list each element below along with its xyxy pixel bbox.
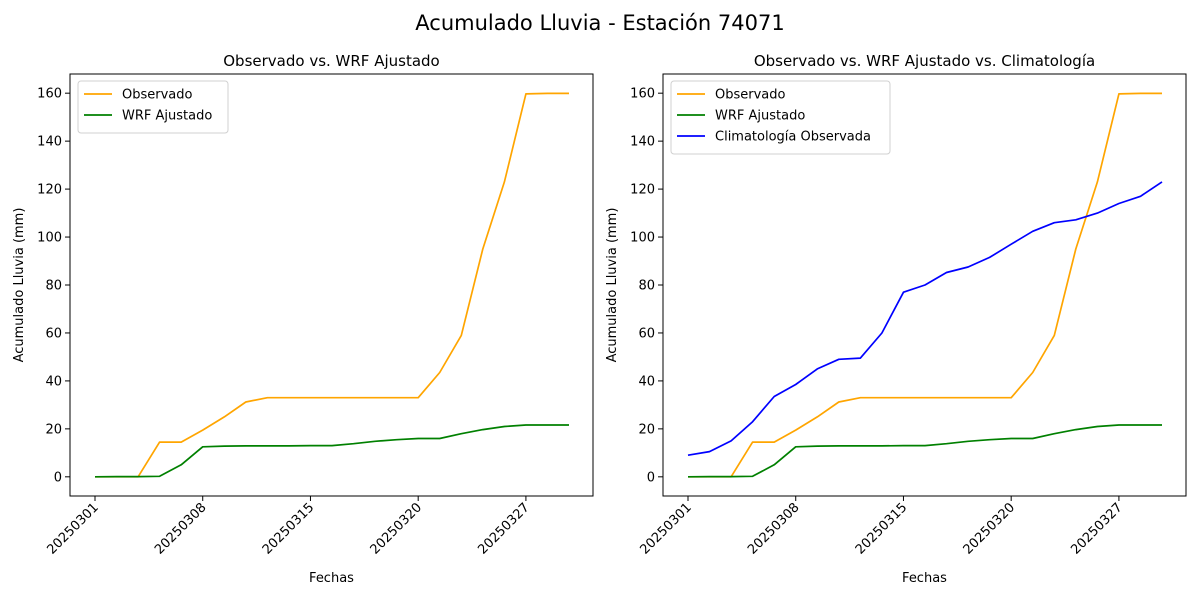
x-tick-label: 20250327 [1068, 500, 1125, 557]
x-tick-label: 20250315 [853, 500, 910, 557]
series-line-wrf-ajustado [94, 424, 569, 478]
y-axis-label: Acumulado Lluvia (mm) [605, 208, 620, 363]
y-tick-label: 160 [630, 87, 655, 102]
axes-frame [69, 73, 594, 497]
y-tick-label: 60 [45, 326, 62, 341]
x-axis-label: Fechas [309, 571, 354, 586]
y-tick-label: 0 [54, 470, 62, 485]
y-tick-label: 80 [45, 279, 62, 294]
y-tick-label: 100 [37, 231, 62, 246]
y-tick-label: 40 [638, 374, 655, 389]
chart-left: Observado vs. WRF Ajustado 0 20 40 60 80 100 12… [12, 52, 594, 586]
legend-label: Observado [715, 88, 786, 103]
y-tick-label: 20 [638, 422, 655, 437]
axes-frame [662, 73, 1187, 497]
y-tick-label: 160 [37, 87, 62, 102]
y-tick-label: 120 [37, 183, 62, 198]
y-tick-label: 120 [630, 183, 655, 198]
legend-label: WRF Ajustado [122, 109, 212, 124]
y-tick-label: 80 [638, 279, 655, 294]
chart-right: Observado vs. WRF Ajustado vs. Climatolo… [605, 52, 1187, 586]
y-tick-label: 0 [647, 470, 655, 485]
x-tick-label: 20250327 [475, 500, 532, 557]
legend-label: WRF Ajustado [715, 109, 805, 124]
y-tick-label: 140 [630, 135, 655, 150]
x-tick-label: 20250308 [745, 500, 802, 557]
figure-title: Acumulado Lluvia - Estación 74071 [415, 11, 784, 35]
x-tick-label: 20250315 [260, 500, 317, 557]
y-axis-label: Acumulado Lluvia (mm) [12, 208, 27, 363]
legend [77, 80, 229, 134]
series-line-wrf-ajustado [687, 424, 1162, 478]
legend-label: Observado [122, 88, 193, 103]
x-tick-label: 20250308 [152, 500, 209, 557]
legend [670, 80, 891, 155]
x-tick-label: 20250301 [44, 500, 101, 557]
series-line-observado [95, 92, 569, 478]
y-tick-label: 20 [45, 422, 62, 437]
legend-label: Climatología Observada [715, 130, 871, 145]
chart-title: Observado vs. WRF Ajustado [223, 52, 439, 70]
y-tick-label: 60 [638, 326, 655, 341]
y-tick-label: 100 [630, 231, 655, 246]
chart-title: Observado vs. WRF Ajustado vs. Climatolo… [754, 52, 1095, 70]
y-tick-label: 140 [37, 135, 62, 150]
series-line-climatolog-a-observada [687, 181, 1163, 457]
x-axis-label: Fechas [902, 571, 947, 586]
x-tick-label: 20250301 [637, 500, 694, 557]
y-tick-label: 40 [45, 374, 62, 389]
x-tick-label: 20250320 [368, 500, 425, 557]
series-line-observado [688, 92, 1162, 478]
x-tick-label: 20250320 [961, 500, 1018, 557]
